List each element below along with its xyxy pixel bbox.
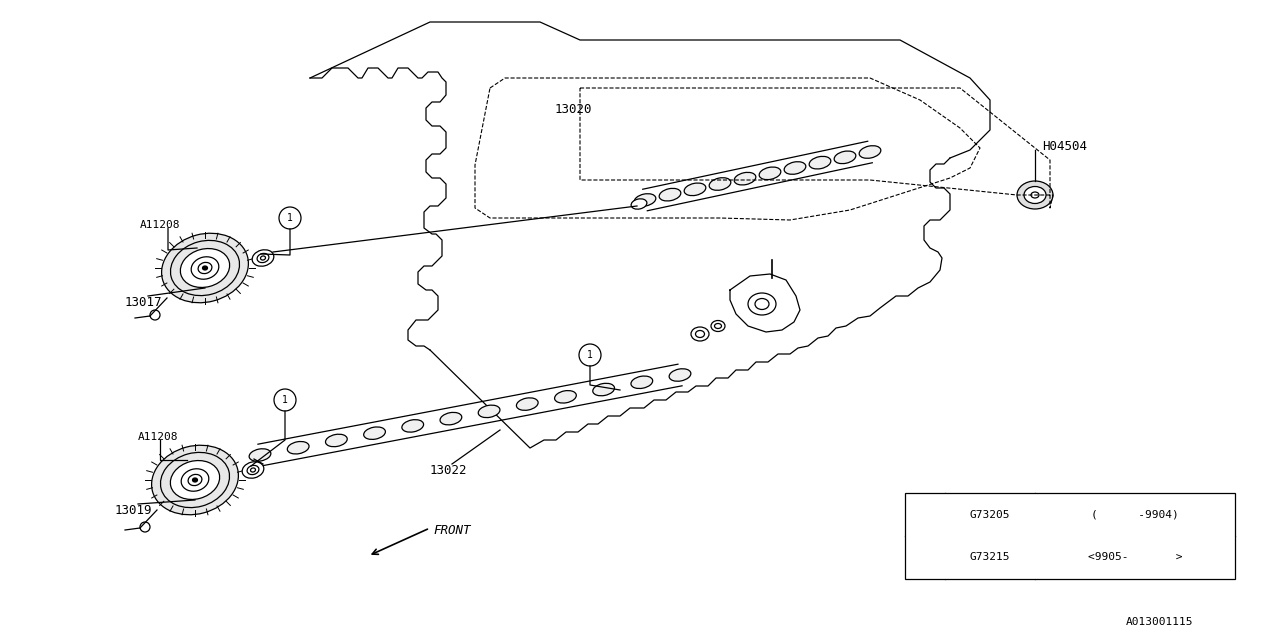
- Ellipse shape: [669, 369, 691, 381]
- Ellipse shape: [402, 420, 424, 432]
- Text: 13017: 13017: [125, 296, 163, 309]
- Ellipse shape: [835, 151, 856, 164]
- Ellipse shape: [257, 253, 269, 262]
- Text: (      -9904): ( -9904): [1091, 509, 1179, 520]
- Ellipse shape: [1024, 186, 1046, 204]
- Ellipse shape: [809, 156, 831, 169]
- Text: G73205: G73205: [970, 509, 1010, 520]
- Ellipse shape: [251, 468, 256, 472]
- Ellipse shape: [192, 478, 197, 482]
- Ellipse shape: [261, 256, 265, 260]
- Circle shape: [274, 389, 296, 411]
- Ellipse shape: [160, 452, 229, 508]
- Ellipse shape: [479, 405, 500, 418]
- Circle shape: [914, 525, 936, 547]
- Text: 13019: 13019: [115, 504, 152, 517]
- Ellipse shape: [202, 266, 207, 270]
- Ellipse shape: [250, 449, 271, 461]
- Text: 13020: 13020: [556, 103, 593, 116]
- Text: 1: 1: [282, 395, 288, 405]
- Text: 1: 1: [922, 531, 928, 541]
- Ellipse shape: [634, 194, 655, 206]
- Text: FRONT: FRONT: [433, 524, 471, 537]
- Ellipse shape: [710, 321, 724, 332]
- Circle shape: [579, 344, 602, 366]
- Text: 13022: 13022: [430, 464, 467, 477]
- Ellipse shape: [785, 162, 806, 174]
- Ellipse shape: [859, 146, 881, 158]
- Ellipse shape: [198, 262, 212, 274]
- Text: G73215: G73215: [970, 552, 1010, 563]
- Text: <9905-       >: <9905- >: [1088, 552, 1183, 563]
- Ellipse shape: [364, 427, 385, 440]
- Text: A013001115: A013001115: [1126, 617, 1194, 627]
- Ellipse shape: [170, 241, 239, 296]
- Ellipse shape: [151, 445, 238, 515]
- Ellipse shape: [247, 465, 259, 475]
- Ellipse shape: [325, 434, 347, 447]
- Ellipse shape: [182, 468, 209, 492]
- Text: 1: 1: [287, 213, 293, 223]
- Ellipse shape: [659, 188, 681, 201]
- Bar: [905, 493, 1235, 579]
- Ellipse shape: [516, 398, 538, 410]
- Text: H04504: H04504: [1042, 140, 1087, 153]
- Text: 1: 1: [588, 350, 593, 360]
- Ellipse shape: [252, 250, 274, 266]
- Ellipse shape: [735, 172, 755, 185]
- Ellipse shape: [1018, 181, 1053, 209]
- Ellipse shape: [440, 412, 462, 425]
- Ellipse shape: [631, 376, 653, 388]
- Text: A11208: A11208: [138, 432, 178, 442]
- Ellipse shape: [170, 461, 220, 499]
- Ellipse shape: [691, 327, 709, 341]
- Ellipse shape: [709, 178, 731, 190]
- Ellipse shape: [593, 383, 614, 396]
- Ellipse shape: [685, 183, 705, 196]
- Ellipse shape: [759, 167, 781, 180]
- Ellipse shape: [161, 233, 248, 303]
- Ellipse shape: [287, 442, 308, 454]
- Text: A11208: A11208: [140, 220, 180, 230]
- Ellipse shape: [631, 199, 646, 209]
- Ellipse shape: [180, 248, 229, 287]
- Ellipse shape: [695, 330, 704, 337]
- Ellipse shape: [191, 257, 219, 279]
- Ellipse shape: [242, 462, 264, 478]
- Ellipse shape: [188, 474, 202, 486]
- Circle shape: [279, 207, 301, 229]
- Ellipse shape: [554, 390, 576, 403]
